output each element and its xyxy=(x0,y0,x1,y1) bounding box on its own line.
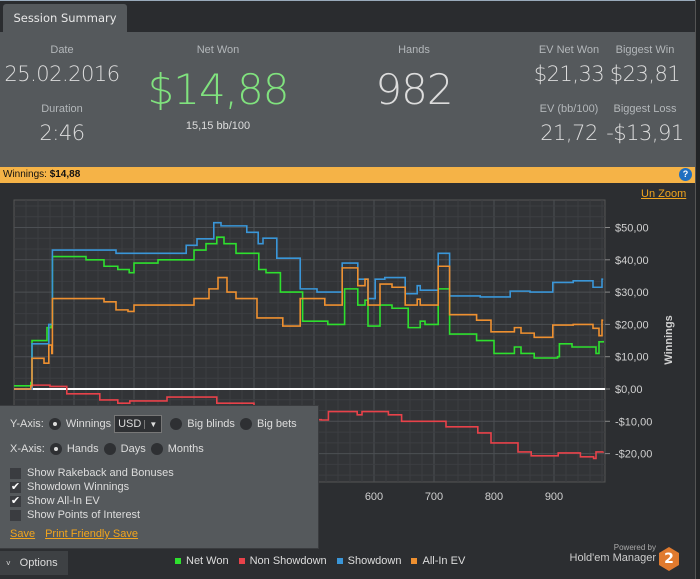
y-tick-label: $20,00 xyxy=(615,319,649,331)
net-won-value: $14,88 xyxy=(147,65,290,114)
hands-value: 982 xyxy=(375,65,453,114)
ev-bb100-label: EV (bb/100) xyxy=(539,103,599,115)
legend-swatch xyxy=(411,558,418,564)
points-of-interest-checkbox-row[interactable]: Show Points of Interest xyxy=(10,509,140,521)
bottom-bar xyxy=(0,549,695,579)
legend-swatch xyxy=(238,558,245,564)
checkbox-label: Show Rakeback and Bonuses xyxy=(27,467,174,479)
biggest-loss-value: -$13,91 xyxy=(606,121,684,145)
series-line-all-in-ev xyxy=(14,265,604,390)
unzoom-link[interactable]: Un Zoom xyxy=(641,188,687,200)
question-circle-icon[interactable]: ? xyxy=(679,168,692,181)
legend-item[interactable]: Net Won xyxy=(175,555,229,567)
checkbox[interactable] xyxy=(10,509,21,521)
legend-label: Net Won xyxy=(186,555,229,567)
series-line-non-showdown xyxy=(14,384,604,460)
bb100-value: 15,15 bb/100 xyxy=(185,120,251,132)
currency-value: USD xyxy=(118,418,142,430)
hands-radio[interactable] xyxy=(49,443,62,455)
date-value: 25.02.2016 xyxy=(4,62,120,86)
duration-label: Duration xyxy=(41,103,83,115)
legend-label: All-In EV xyxy=(422,555,466,567)
legend-label: Showdown xyxy=(347,555,402,567)
days-radio[interactable] xyxy=(103,443,116,455)
series-line-net-won xyxy=(14,236,604,387)
checkbox-label: Showdown Winnings xyxy=(27,481,130,493)
x-tick-label: 800 xyxy=(485,491,503,503)
chevron-down-icon: ˅ xyxy=(6,559,11,568)
legend-swatch xyxy=(175,558,181,564)
months-radio-label: Months xyxy=(167,443,204,455)
y-tick-label: $40,00 xyxy=(615,255,649,267)
tab-session-summary[interactable]: Session Summary xyxy=(3,4,127,32)
y-tick-label: -$20,00 xyxy=(615,449,652,461)
y-tick-label: $0,00 xyxy=(615,384,643,396)
checkbox-label: Show Points of Interest xyxy=(27,509,141,521)
currency-select[interactable]: USD ▼ xyxy=(114,415,163,433)
showdown-checkbox-row[interactable]: ✔ Showdown Winnings xyxy=(10,481,129,493)
legend-item[interactable]: All-In EV xyxy=(411,555,465,567)
checkbox-label: Show All-In EV xyxy=(27,495,100,507)
x-axis-label: X-Axis: xyxy=(10,443,45,455)
y-tick-label: $50,00 xyxy=(615,223,649,235)
big-blinds-radio[interactable] xyxy=(170,418,183,430)
net-won-label: Net Won xyxy=(196,44,240,56)
hands-radio-label: Hands xyxy=(66,443,99,455)
y-axis-label: Y-Axis: xyxy=(10,418,44,430)
days-radio-label: Days xyxy=(120,443,146,455)
brand: Powered by Hold'em Manager xyxy=(556,543,656,564)
checkbox-checked[interactable]: ✔ xyxy=(10,480,21,493)
checkbox[interactable] xyxy=(10,467,21,479)
biggest-win-value: $23,81 xyxy=(609,62,681,86)
series-line-showdown xyxy=(14,221,604,390)
ev-net-won-label: EV Net Won xyxy=(538,44,600,56)
checkbox-checked[interactable]: ✔ xyxy=(10,494,21,507)
x-tick-label: 900 xyxy=(545,491,563,503)
x-tick-label: 600 xyxy=(365,491,383,503)
brand-name: Hold'em Manager xyxy=(569,552,656,564)
legend-item[interactable]: Non Showdown xyxy=(238,555,327,567)
hem2-logo: 2 xyxy=(659,547,679,571)
session-summary-panel: Date 25.02.2016 Duration 2:46 Net Won $1… xyxy=(0,32,695,167)
winnings-radio-label: Winnings xyxy=(65,418,112,430)
months-radio[interactable] xyxy=(150,443,163,455)
y-tick-label: -$10,00 xyxy=(615,416,652,428)
big-blinds-label: Big blinds xyxy=(187,418,235,430)
date-label: Date xyxy=(50,44,74,56)
window-border xyxy=(695,0,700,579)
big-bets-radio[interactable] xyxy=(239,418,252,430)
y-tick-label: $30,00 xyxy=(615,287,649,299)
chevron-down-icon: ▼ xyxy=(144,419,161,429)
ev-net-won-value: $21,33 xyxy=(533,62,605,86)
ev-bb100-value: 21,72 xyxy=(540,121,598,145)
biggest-loss-label: Biggest Loss xyxy=(613,103,677,115)
duration-value: 2:46 xyxy=(39,121,85,145)
save-link[interactable]: Save xyxy=(10,528,36,540)
y-axis-title: Winnings xyxy=(663,315,675,364)
print-friendly-save-link[interactable]: Print Friendly Save xyxy=(45,528,139,540)
hands-label: Hands xyxy=(398,44,430,56)
options-button[interactable]: ˅ Options xyxy=(0,551,68,575)
x-tick-label: 700 xyxy=(425,491,443,503)
biggest-win-label: Biggest Win xyxy=(615,44,675,56)
winnings-radio[interactable] xyxy=(48,418,61,430)
legend-item[interactable]: Showdown xyxy=(336,555,402,567)
chart-legend: Net Won Non Showdown Showdown All-In EV xyxy=(175,555,475,567)
options-button-label: Options xyxy=(19,557,58,569)
legend-label: Non Showdown xyxy=(249,555,327,567)
rakeback-checkbox-row[interactable]: Show Rakeback and Bonuses xyxy=(10,467,174,479)
y-tick-label: $10,00 xyxy=(615,352,649,364)
allin-ev-checkbox-row[interactable]: ✔ Show All-In EV xyxy=(10,495,100,507)
legend-swatch xyxy=(336,558,343,564)
options-panel: Y-Axis: Winnings USD ▼ Big blinds Big bet… xyxy=(0,405,319,549)
winnings-label: Winnings: xyxy=(3,169,47,180)
powered-by: Powered by xyxy=(613,543,656,552)
winnings-value: $14,88 xyxy=(49,169,81,180)
winnings-bar: Winnings: $14,88 ? xyxy=(0,167,695,183)
big-bets-label: Big bets xyxy=(256,418,297,430)
